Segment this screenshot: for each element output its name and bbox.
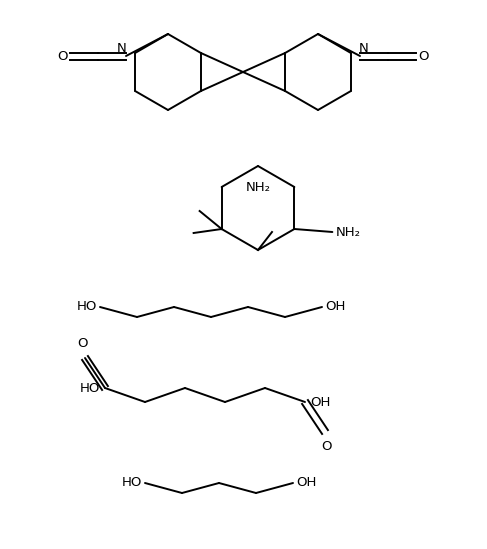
Text: OH: OH: [296, 477, 317, 490]
Text: NH₂: NH₂: [336, 226, 360, 238]
Text: N: N: [117, 42, 127, 55]
Text: OH: OH: [310, 395, 330, 408]
Text: HO: HO: [76, 300, 97, 313]
Text: N: N: [359, 42, 369, 55]
Text: HO: HO: [122, 477, 142, 490]
Text: O: O: [78, 337, 88, 350]
Text: O: O: [57, 49, 68, 63]
Text: NH₂: NH₂: [245, 181, 270, 194]
Text: O: O: [418, 49, 429, 63]
Text: O: O: [322, 440, 332, 453]
Text: OH: OH: [325, 300, 345, 313]
Text: HO: HO: [80, 382, 100, 395]
